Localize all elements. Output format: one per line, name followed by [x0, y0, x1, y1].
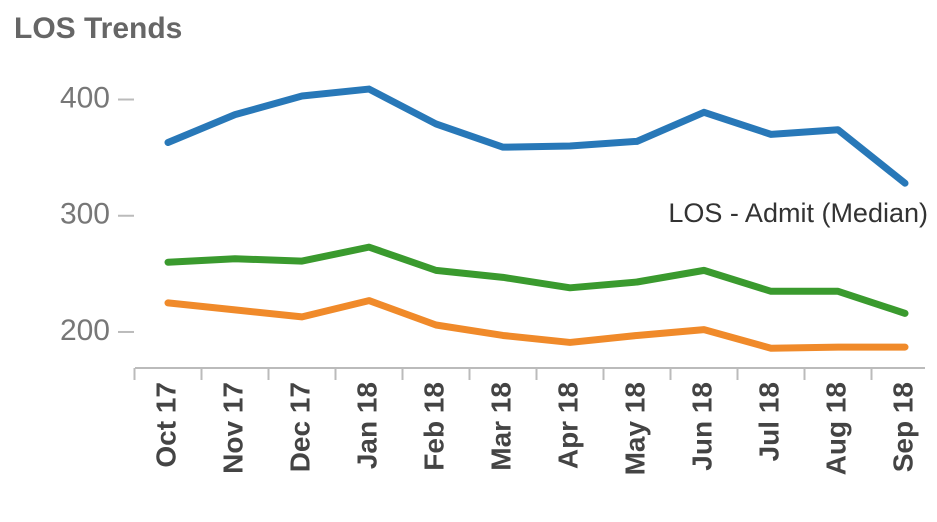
x-tick-label: Feb 18 — [418, 382, 449, 471]
series-line — [164, 297, 909, 352]
y-tick-label: 400 — [60, 81, 110, 114]
x-tick-label: Mar 18 — [485, 382, 516, 471]
x-tick-label: Nov 17 — [217, 382, 248, 474]
x-tick-label: Oct 17 — [150, 382, 181, 468]
x-tick-label: Aug 18 — [820, 382, 851, 475]
series-line — [164, 243, 909, 317]
x-tick-label: Jun 18 — [686, 382, 717, 471]
x-tick-label: Jan 18 — [351, 382, 382, 469]
chart-title: LOS Trends — [14, 12, 182, 45]
x-tick-label: Dec 17 — [284, 382, 315, 472]
x-tick-label: Apr 18 — [552, 382, 583, 469]
x-tick-label: May 18 — [619, 382, 650, 475]
x-tick-label: Jul 18 — [753, 382, 784, 461]
y-tick-label: 300 — [60, 198, 110, 231]
x-tick-label: Sep 18 — [887, 382, 918, 472]
series-line — [164, 85, 909, 187]
y-tick-label: 200 — [60, 314, 110, 347]
annotation: LOS - Admit (Median) — [668, 198, 928, 228]
